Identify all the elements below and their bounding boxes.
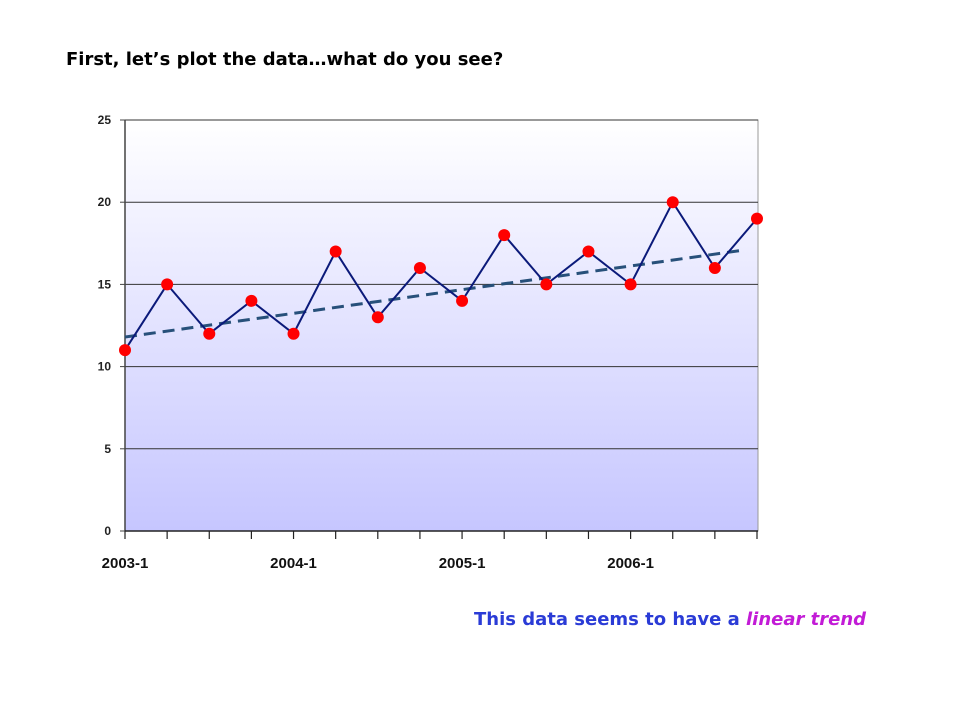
- data-point: [498, 229, 511, 242]
- data-point: [203, 327, 216, 340]
- data-point: [624, 278, 637, 291]
- x-tick-label: 2005-1: [439, 555, 486, 572]
- data-point: [119, 344, 131, 357]
- y-tick-label: 10: [98, 360, 112, 374]
- series-line: [124, 200, 758, 351]
- trend-caption: This data seems to have a linear trend: [474, 609, 866, 630]
- data-point: [245, 294, 258, 307]
- y-tick-label: 20: [98, 195, 112, 209]
- data-point: [582, 245, 595, 258]
- y-tick-label: 5: [104, 442, 111, 456]
- data-point: [666, 196, 679, 209]
- trend-line: [124, 248, 743, 339]
- y-tick-label: 25: [98, 113, 112, 127]
- caption-emphasis: linear trend: [745, 609, 867, 630]
- caption-text: This data seems to have a: [474, 609, 746, 630]
- data-point: [456, 294, 469, 307]
- x-tick-label: 2006-1: [607, 555, 654, 572]
- x-tick-label: 2003-1: [102, 555, 149, 572]
- data-point: [329, 245, 342, 258]
- x-tick-label: 2004-1: [270, 555, 317, 572]
- y-tick-label: 0: [104, 524, 111, 538]
- data-point: [371, 311, 384, 324]
- plot-area: [124, 119, 759, 532]
- data-point: [161, 278, 174, 291]
- page-heading: First, let’s plot the data…what do you s…: [66, 49, 504, 70]
- data-point: [540, 278, 553, 291]
- data-point: [413, 261, 426, 274]
- data-point: [708, 261, 721, 274]
- data-point: [287, 327, 300, 340]
- data-point: [751, 212, 763, 225]
- y-tick-label: 15: [98, 277, 112, 291]
